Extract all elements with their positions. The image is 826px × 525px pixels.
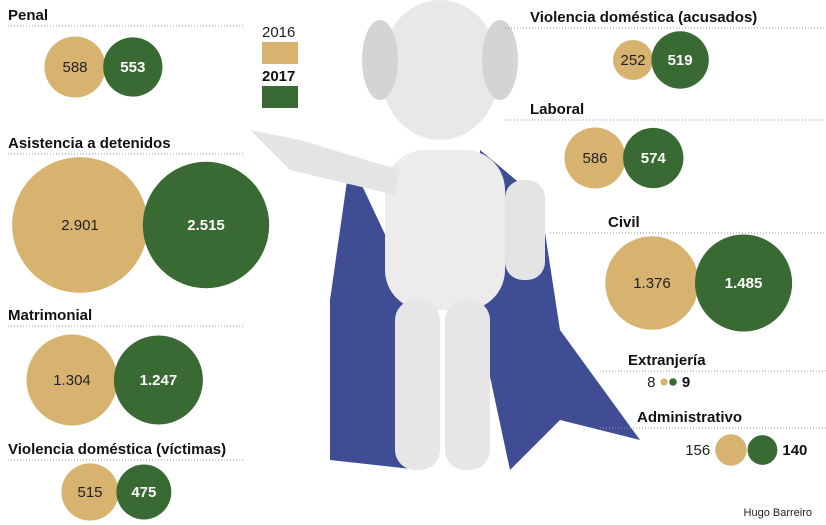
category-title: Matrimonial	[8, 307, 92, 324]
value-label-2017: 1.247	[140, 372, 178, 389]
bubble-2017	[103, 37, 163, 97]
category-title: Laboral	[530, 101, 584, 118]
category-title: Administrativo	[637, 409, 742, 426]
bubble-2016	[61, 463, 119, 521]
value-label-2017: 140	[782, 442, 807, 459]
legend-label: 2017	[262, 68, 295, 85]
value-label-2017: 9	[682, 374, 690, 391]
category-title: Penal	[8, 7, 48, 24]
credit: Hugo Barreiro	[744, 507, 812, 519]
value-label-2017: 1.485	[725, 275, 763, 292]
value-label-2016: 588	[62, 59, 87, 76]
bubble-2016	[564, 127, 626, 189]
value-label-2016: 586	[582, 150, 607, 167]
bubble-2017	[113, 335, 203, 425]
bubble-2017	[142, 161, 270, 289]
legend-swatch	[262, 42, 298, 64]
category-title: Asistencia a detenidos	[8, 135, 171, 152]
value-label-2017: 2.515	[187, 217, 225, 234]
category-title: Violencia doméstica (víctimas)	[8, 441, 226, 458]
bubble-2017	[747, 435, 778, 465]
value-label-2016: 1.304	[53, 372, 91, 389]
value-label-2017: 574	[641, 150, 667, 167]
bubble-2016	[12, 157, 148, 293]
bubble-2016	[44, 36, 106, 98]
value-label-2016: 156	[685, 442, 710, 459]
value-label-2016: 2.901	[61, 217, 99, 234]
legend-label: 2016	[262, 24, 295, 41]
bubble-2017	[623, 127, 684, 189]
value-label-2017: 475	[131, 484, 156, 501]
bubble-2017	[669, 378, 677, 386]
bubble-2016	[612, 39, 654, 81]
value-label-2016: 8	[647, 374, 655, 391]
value-label-2016: 515	[77, 484, 102, 501]
bubble-2016	[605, 236, 699, 330]
bubble-2016	[26, 334, 118, 426]
bubble-2016	[660, 378, 668, 386]
category-title: Extranjería	[628, 352, 706, 369]
value-label-2016: 1.376	[633, 275, 671, 292]
category-title: Civil	[608, 214, 640, 231]
bubble-2017	[694, 234, 793, 332]
value-label-2017: 553	[120, 59, 145, 76]
category-title: Violencia doméstica (acusados)	[530, 9, 757, 26]
bubble-2017	[651, 31, 709, 89]
bubble-2016	[715, 434, 747, 466]
value-label-2016: 252	[620, 52, 645, 69]
legend-swatch	[262, 86, 298, 108]
bubble-2017	[116, 464, 172, 520]
value-label-2017: 519	[668, 52, 693, 69]
judge-figure	[250, 0, 640, 470]
